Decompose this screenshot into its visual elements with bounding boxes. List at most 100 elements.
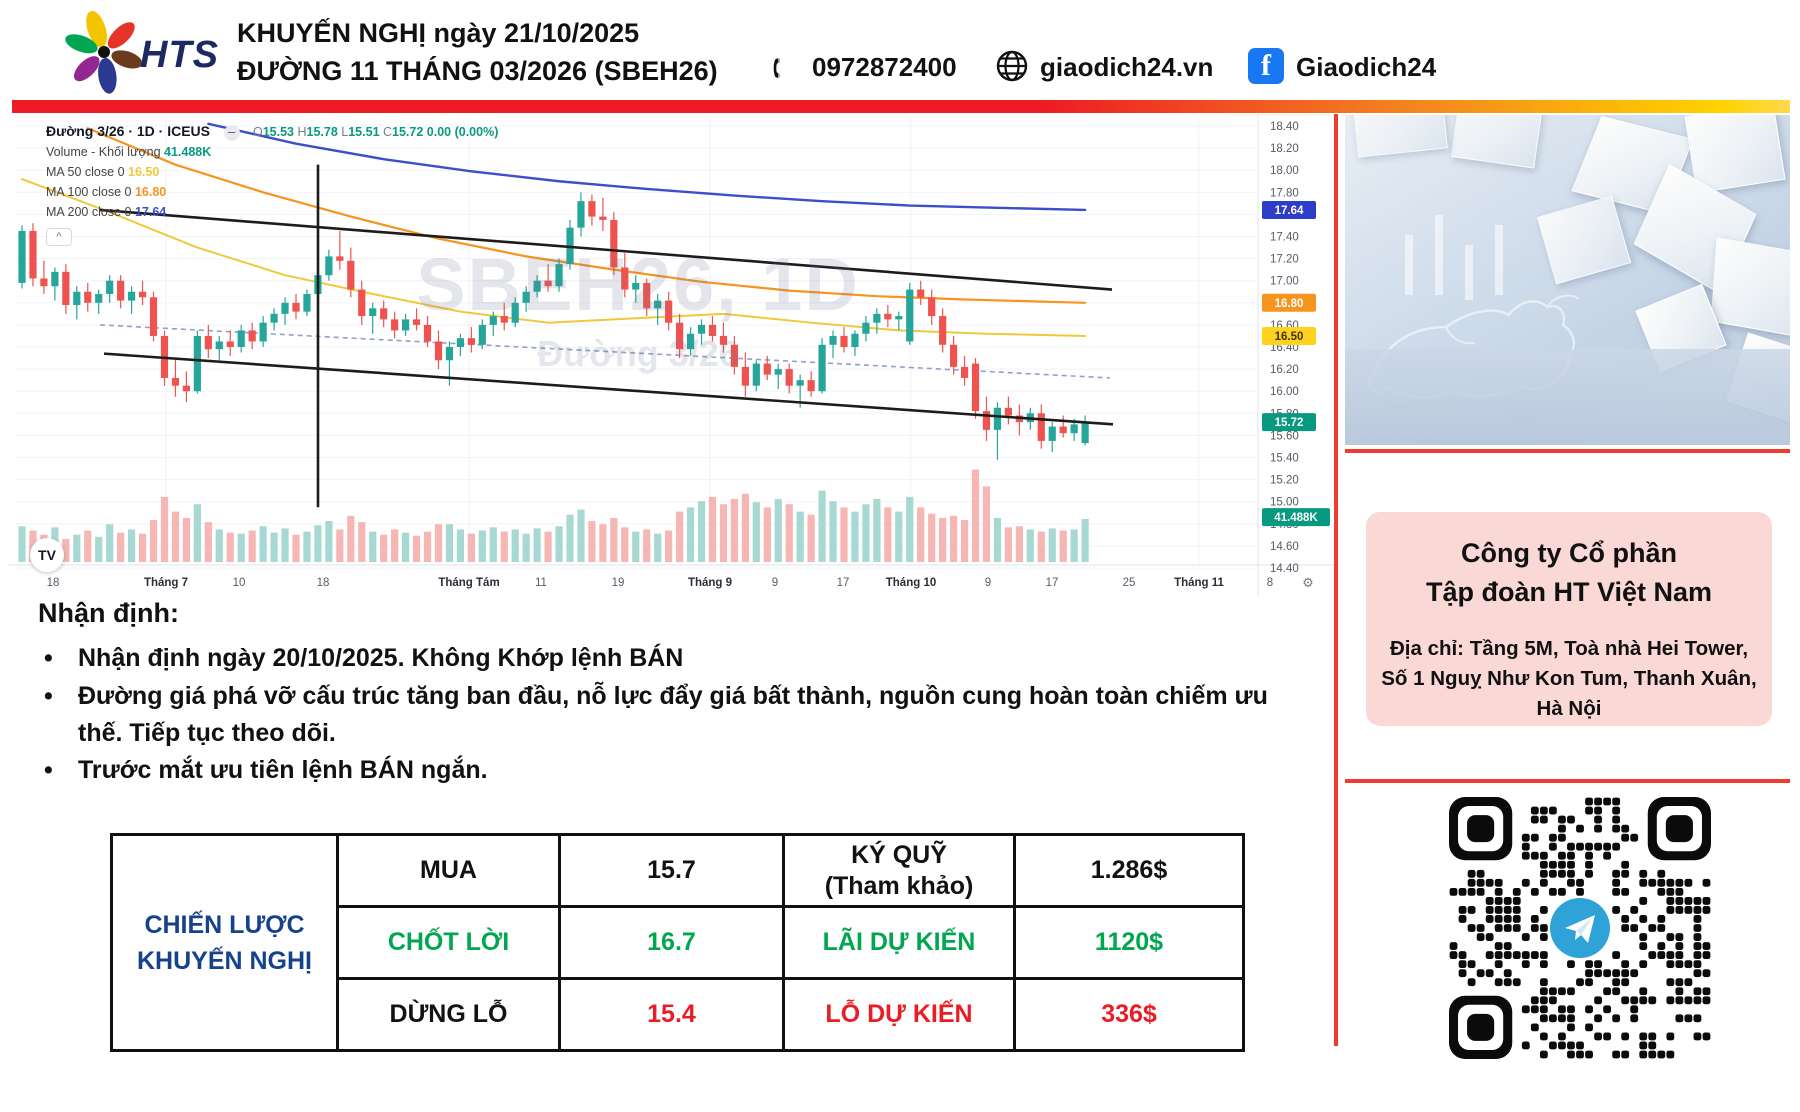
volume-bars bbox=[18, 469, 1089, 562]
legend-collapse-button[interactable]: ^ bbox=[46, 228, 72, 246]
svg-text:17.80: 17.80 bbox=[1270, 187, 1299, 199]
ma50-label: MA 50 close 0 bbox=[46, 165, 125, 179]
svg-text:17.20: 17.20 bbox=[1270, 254, 1299, 266]
price-badge bbox=[1262, 200, 1316, 219]
svg-text:17: 17 bbox=[837, 577, 850, 589]
page-subtitle: ĐƯỜNG 11 THÁNG 03/2026 (SBEH26) bbox=[237, 56, 718, 86]
volume-value: 41.488K bbox=[164, 145, 212, 159]
phone-number: 0972872400 bbox=[812, 52, 957, 82]
change-value: 0.00 (0.00%) bbox=[426, 125, 499, 139]
svg-text:Tháng 9: Tháng 9 bbox=[688, 577, 732, 589]
svg-text:15.20: 15.20 bbox=[1270, 475, 1299, 487]
svg-text:11: 11 bbox=[535, 577, 547, 589]
legend-more-icon[interactable]: – bbox=[223, 124, 240, 141]
buy-label: MUA bbox=[336, 833, 561, 908]
svg-text:Tháng 10: Tháng 10 bbox=[886, 577, 936, 589]
take-profit-price: 16.7 bbox=[558, 905, 785, 980]
sugar-cubes-image bbox=[1345, 115, 1790, 445]
svg-text:18: 18 bbox=[47, 577, 60, 589]
logo-text: HTS bbox=[140, 34, 219, 76]
svg-text:18.40: 18.40 bbox=[1270, 121, 1299, 133]
buy-price: 15.7 bbox=[558, 833, 785, 908]
svg-text:16.40: 16.40 bbox=[1270, 342, 1299, 354]
svg-text:17: 17 bbox=[1046, 577, 1059, 589]
table-row: CHIẾN LƯỢC KHUYẾN NGHỊ MUA 15.7 KÝ QUỸ (… bbox=[110, 833, 1245, 1052]
svg-text:8: 8 bbox=[1267, 577, 1273, 589]
expected-profit-value: 1120$ bbox=[1013, 905, 1245, 980]
svg-text:15.00: 15.00 bbox=[1270, 497, 1299, 509]
tradingview-logo[interactable]: TV bbox=[30, 538, 64, 572]
company-info-card: Công ty Cổ phần Tập đoàn HT Việt Nam Địa… bbox=[1366, 512, 1772, 726]
svg-text:14.40: 14.40 bbox=[1270, 563, 1299, 575]
svg-text:41.488K: 41.488K bbox=[1274, 512, 1318, 524]
svg-text:18.20: 18.20 bbox=[1270, 143, 1299, 155]
chart-legend: Đường 3/26 · 1D · ICEUS – O15.53 H15.78 … bbox=[46, 121, 498, 246]
svg-text:9: 9 bbox=[772, 577, 778, 589]
stop-loss-price: 15.4 bbox=[558, 977, 785, 1052]
gradient-divider bbox=[12, 100, 1790, 113]
phone-icon: 🕻 bbox=[772, 52, 781, 85]
expected-loss-label: LỖ DỰ KIẾN bbox=[782, 977, 1016, 1052]
ohlc-values: O15.53 H15.78 L15.51 C15.72 bbox=[252, 125, 427, 139]
svg-text:17.40: 17.40 bbox=[1270, 232, 1299, 244]
svg-text:16.20: 16.20 bbox=[1270, 364, 1299, 376]
svg-text:16.80: 16.80 bbox=[1275, 298, 1304, 310]
svg-text:Tháng Tám: Tháng Tám bbox=[438, 577, 499, 589]
company-address: Địa chỉ: Tầng 5M, Toà nhà Hei Tower, Số … bbox=[1381, 637, 1757, 720]
timezone-gear-icon[interactable]: ⚙ bbox=[1302, 575, 1314, 590]
svg-text:17.00: 17.00 bbox=[1270, 276, 1299, 288]
price-badge bbox=[1262, 326, 1316, 345]
ma200-label: MA 200 close 0 bbox=[46, 205, 132, 219]
company-name-line2: Tập đoàn HT Việt Nam bbox=[1425, 577, 1713, 607]
ma50-value: 16.50 bbox=[128, 165, 160, 179]
margin-label: KÝ QUỸ (Tham khảo) bbox=[782, 833, 1016, 908]
svg-text:19: 19 bbox=[612, 577, 625, 589]
svg-text:15.72: 15.72 bbox=[1275, 417, 1304, 429]
globe-icon bbox=[996, 50, 1028, 82]
svg-text:14.60: 14.60 bbox=[1270, 541, 1299, 553]
assessment-heading: Nhận định: bbox=[38, 598, 179, 628]
company-name-line1: Công ty Cổ phần bbox=[1461, 538, 1677, 568]
telegram-qr-code bbox=[1449, 797, 1711, 1059]
svg-text:25: 25 bbox=[1123, 577, 1136, 589]
horizontal-divider bbox=[1345, 779, 1790, 783]
website-link: giaodich24.vn bbox=[1040, 52, 1214, 82]
svg-text:18.00: 18.00 bbox=[1270, 165, 1299, 177]
svg-text:15.60: 15.60 bbox=[1270, 430, 1299, 442]
svg-text:Tháng 11: Tháng 11 bbox=[1174, 577, 1224, 589]
chart-canvas[interactable]: 18.4018.2018.0017.8017.6017.4017.2017.00… bbox=[8, 114, 1335, 595]
assessment-bullet: • Nhận định ngày 20/10/2025. Không Khớp … bbox=[44, 644, 684, 672]
svg-text:15.40: 15.40 bbox=[1270, 453, 1299, 465]
header: HTS KHUYẾN NGHỊ ngày 21/10/2025 ĐƯỜNG 11… bbox=[0, 0, 1800, 100]
symbol-title[interactable]: Đường 3/26 · 1D · ICEUS bbox=[46, 123, 211, 139]
volume-label: Volume - Khối lượng bbox=[46, 145, 161, 159]
expected-profit-label: LÃI DỰ KIẾN bbox=[782, 905, 1016, 980]
assessment-bullet: • Trước mắt ưu tiên lệnh BÁN ngắn. bbox=[44, 756, 488, 784]
expected-loss-value: 336$ bbox=[1013, 977, 1245, 1052]
svg-text:16.50: 16.50 bbox=[1275, 331, 1304, 343]
stop-loss-label: DỪNG LỖ bbox=[336, 977, 561, 1052]
candlesticks bbox=[18, 192, 1089, 460]
table-row: CHỐT LỜI 16.7 LÃI DỰ KIẾN 1120$ bbox=[112, 905, 1245, 980]
strategy-header-cell: CHIẾN LƯỢC KHUYẾN NGHỊ bbox=[110, 833, 339, 1052]
svg-text:16.00: 16.00 bbox=[1270, 386, 1299, 398]
price-badge bbox=[1262, 413, 1316, 432]
svg-text:18: 18 bbox=[317, 577, 330, 589]
strategy-table: CHIẾN LƯỢC KHUYẾN NGHỊ MUA 15.7 KÝ QUỸ (… bbox=[110, 833, 1245, 1052]
svg-text:17.64: 17.64 bbox=[1275, 205, 1304, 217]
assessment-bullet: • Đường giá phá vỡ cấu trúc tăng ban đầu… bbox=[44, 682, 1268, 747]
svg-text:9: 9 bbox=[985, 577, 991, 589]
margin-value: 1.286$ bbox=[1013, 833, 1245, 908]
hts-logo-icon bbox=[65, 10, 143, 94]
ma200-value: 17.64 bbox=[134, 205, 167, 219]
price-chart[interactable]: 18.4018.2018.0017.8017.6017.4017.2017.00… bbox=[8, 114, 1335, 595]
page-title: KHUYẾN NGHỊ ngày 21/10/2025 bbox=[237, 18, 640, 48]
vertical-divider bbox=[1334, 114, 1338, 1046]
facebook-name: Giaodich24 bbox=[1296, 52, 1437, 82]
horizontal-divider bbox=[1345, 449, 1790, 453]
ma100-value: 16.80 bbox=[134, 185, 167, 199]
table-row: DỪNG LỖ 15.4 LỖ DỰ KIẾN 336$ bbox=[112, 977, 1245, 1052]
price-badge bbox=[1262, 293, 1316, 312]
facebook-icon: f bbox=[1248, 48, 1284, 84]
price-badge bbox=[1262, 508, 1330, 527]
